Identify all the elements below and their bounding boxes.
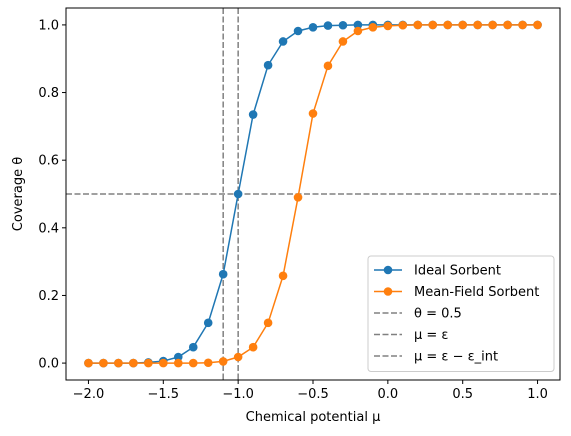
x-axis-ticks: −2.0 −1.5 −1.0 −0.5 0.0 0.5 1.0: [73, 380, 548, 402]
data-point: [263, 60, 273, 70]
data-point: [188, 342, 198, 352]
data-point: [353, 26, 363, 36]
legend-entry-5: μ = ε − ε_int: [374, 350, 498, 365]
legend-entry-1: Ideal Sorbent: [374, 264, 501, 279]
data-point: [398, 20, 408, 30]
series-2: [84, 20, 542, 368]
data-point: [203, 318, 213, 328]
x-tick-label: −1.0: [222, 387, 254, 402]
data-point: [218, 269, 228, 279]
data-point: [173, 352, 183, 362]
data-point: [308, 22, 318, 32]
legend-box: [367, 255, 555, 372]
legend-entry-3: θ = 0.5: [374, 307, 462, 322]
data-point: [518, 20, 527, 30]
data-point: [233, 352, 243, 362]
legend-entry-4: μ = ε: [374, 328, 448, 343]
legend-label: Mean-Field Sorbent: [414, 285, 539, 300]
y-tick-label: 0.8: [38, 86, 59, 101]
data-point: [263, 318, 273, 328]
legend-label: μ = ε − ε_int: [414, 350, 498, 365]
y-tick-label: 0.6: [38, 154, 59, 169]
data-point: [413, 20, 423, 30]
x-tick-label: 1.0: [527, 387, 548, 402]
y-tick-label: 0.0: [38, 357, 59, 372]
legend-swatch-marker: [383, 287, 393, 296]
x-tick-label: −1.5: [148, 387, 180, 402]
x-tick-label: −0.5: [297, 387, 329, 402]
y-tick-label: 0.4: [38, 221, 59, 236]
data-point: [218, 357, 228, 366]
data-point: [368, 22, 378, 32]
legend-label: μ = ε: [414, 328, 448, 343]
data-point: [144, 358, 153, 368]
data-point: [293, 26, 303, 36]
data-point: [338, 37, 348, 46]
data-point: [114, 358, 123, 368]
data-point: [308, 109, 318, 118]
data-point: [278, 271, 288, 281]
data-point: [233, 189, 243, 199]
x-tick-label: 0.0: [378, 387, 399, 402]
data-point: [338, 20, 348, 30]
data-point: [129, 358, 138, 368]
legend-swatch-marker: [383, 265, 393, 275]
legend-label: θ = 0.5: [414, 307, 462, 322]
x-tick-label: −2.0: [73, 387, 105, 402]
data-point: [323, 61, 333, 71]
reference-lines: [66, 8, 560, 380]
data-point: [383, 21, 393, 31]
data-point: [188, 358, 198, 368]
data-point: [443, 20, 453, 30]
legend-entry-2: Mean-Field Sorbent: [374, 285, 539, 300]
data-point: [503, 20, 512, 30]
data-point: [353, 20, 363, 30]
data-point: [458, 20, 467, 30]
series-layer: [84, 20, 542, 368]
data-point: [173, 358, 183, 368]
y-tick-label: 1.0: [38, 18, 59, 33]
data-point: [203, 358, 213, 368]
legend: Ideal Sorbent Mean-Field Sorbent θ = 0.5 μ …: [367, 255, 555, 372]
data-point: [84, 358, 93, 368]
data-point: [99, 358, 108, 368]
x-tick-label: 0.5: [452, 387, 473, 402]
data-point: [473, 20, 482, 30]
data-point: [248, 342, 258, 352]
data-point: [278, 37, 288, 46]
data-point: [293, 193, 303, 202]
x-axis-label: Chemical potential μ: [246, 410, 381, 425]
data-point: [428, 20, 438, 30]
data-point: [323, 21, 333, 30]
y-axis-label: Coverage θ: [11, 157, 26, 231]
data-point: [533, 20, 542, 30]
data-point: [248, 110, 258, 119]
legend-label: Ideal Sorbent: [414, 264, 501, 279]
data-point: [159, 358, 168, 368]
y-axis-ticks: 0.0 0.2 0.4 0.6 0.8 1.0: [38, 18, 66, 372]
y-tick-label: 0.2: [38, 289, 59, 304]
data-point: [488, 20, 497, 30]
